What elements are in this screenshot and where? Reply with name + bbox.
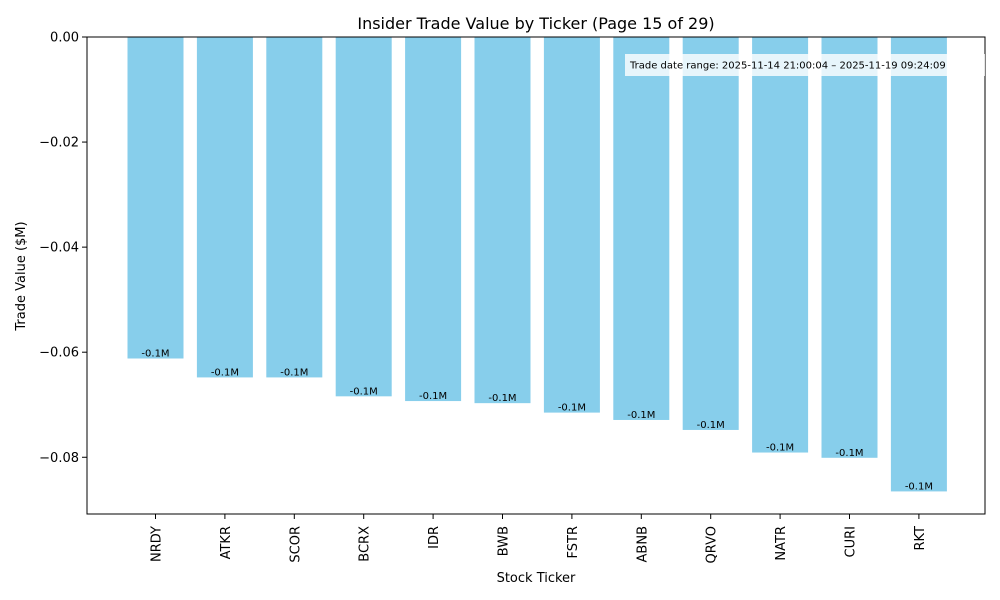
bar-bcrx bbox=[335, 37, 392, 397]
plot-frame bbox=[86, 36, 986, 515]
y-tick-label: 0.00 bbox=[50, 31, 79, 46]
bar-value-label: -0.1M bbox=[835, 448, 863, 459]
bar-bwb bbox=[474, 37, 531, 404]
bar-scor bbox=[266, 37, 323, 378]
y-tick-label: −0.06 bbox=[39, 346, 79, 361]
bar-value-label: -0.1M bbox=[141, 349, 169, 360]
x-tick-label: BCRX bbox=[358, 526, 373, 562]
bar-value-label: -0.1M bbox=[350, 386, 378, 397]
y-tick-label: −0.02 bbox=[39, 136, 79, 151]
x-tick-label: RKT bbox=[913, 526, 928, 551]
y-tick-label: −0.08 bbox=[39, 451, 79, 466]
bar-rkt bbox=[890, 37, 947, 492]
x-tick-label: ATKR bbox=[219, 526, 234, 559]
bar-value-label: -0.1M bbox=[488, 393, 516, 404]
x-tick-label: BWB bbox=[497, 526, 512, 556]
bar-atkr bbox=[196, 37, 253, 378]
bar-value-label: -0.1M bbox=[558, 403, 586, 414]
bar-value-label: -0.1M bbox=[697, 420, 725, 431]
bar-fstr bbox=[543, 37, 600, 413]
annotation-background bbox=[625, 54, 985, 76]
date-range-annotation: Trade date range: 2025-11-14 21:00:04 – … bbox=[625, 54, 985, 76]
bar-value-label: -0.1M bbox=[627, 410, 655, 421]
annotation-text: Trade date range: 2025-11-14 21:00:04 – … bbox=[629, 61, 946, 72]
bars-group bbox=[127, 37, 947, 492]
bar-value-label: -0.1M bbox=[419, 391, 447, 402]
x-tick-label: ABNB bbox=[635, 526, 650, 562]
x-tick-label: QRVO bbox=[705, 526, 720, 563]
bar-value-label: -0.1M bbox=[766, 443, 794, 454]
x-tick-label: CURI bbox=[844, 526, 859, 557]
bar-curi bbox=[821, 37, 878, 458]
x-tick-label: IDR bbox=[427, 526, 442, 549]
chart-title: Insider Trade Value by Ticker (Page 15 o… bbox=[357, 14, 714, 33]
x-tick-label: NATR bbox=[774, 526, 789, 561]
x-tick-label: NRDY bbox=[150, 526, 165, 562]
bar-natr bbox=[752, 37, 809, 453]
x-tick-label: SCOR bbox=[288, 526, 303, 563]
bar-nrdy bbox=[127, 37, 184, 359]
bar-labels-group: -0.1M -0.1M -0.1M -0.1M -0.1M -0.1M -0.1M -0.1M… bbox=[141, 349, 933, 493]
y-axis: 0.00 −0.02 −0.04 −0.06 −0.08 bbox=[39, 31, 87, 466]
bar-value-label: -0.1M bbox=[211, 367, 239, 378]
bar-qrvo bbox=[682, 37, 739, 430]
bar-idr bbox=[405, 37, 462, 402]
x-axis: NRDY ATKR SCOR BCRX IDR BWB FSTR ABNB QRVO NATR CU… bbox=[150, 514, 928, 563]
x-tick-label: FSTR bbox=[566, 526, 581, 558]
bar-value-label: -0.1M bbox=[905, 481, 933, 492]
y-tick-label: −0.04 bbox=[39, 241, 79, 256]
bar-abnb bbox=[613, 37, 670, 420]
y-axis-label: Trade Value ($M) bbox=[14, 221, 29, 331]
x-axis-label: Stock Ticker bbox=[497, 571, 576, 586]
bar-value-label: -0.1M bbox=[280, 367, 308, 378]
